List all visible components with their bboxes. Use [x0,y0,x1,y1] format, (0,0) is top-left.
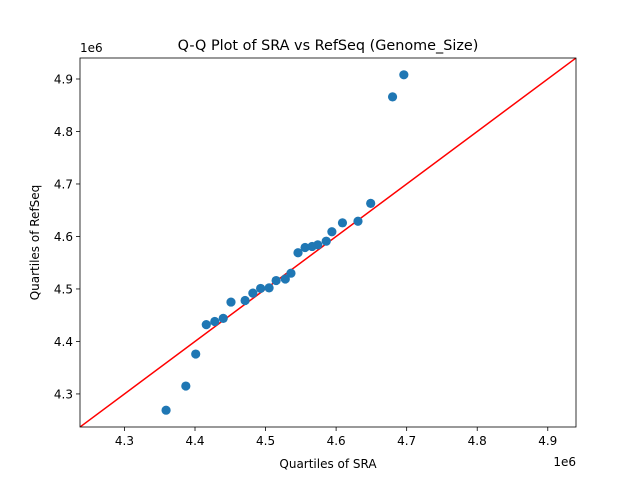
data-point-3 [191,349,201,359]
data-point-12 [271,275,281,286]
data-point-24 [387,92,398,102]
y-axis-offset-label: 1e6 [80,41,103,55]
data-point-18 [313,240,323,250]
data-point-8 [240,295,250,306]
y-tick-label: 4.6 [54,230,73,244]
data-point-22 [353,216,363,226]
data-points [161,70,409,415]
data-point-20 [327,227,337,237]
chart-title: Q-Q Plot of SRA vs RefSeq (Genome_Size) [178,38,479,54]
x-tick-label: 4.9 [538,434,557,448]
x-axis-label: Quartiles of SRA [279,457,377,471]
data-point-11 [264,283,274,293]
data-point-1 [161,405,171,415]
data-point-9 [248,288,258,298]
y-axis-label: Quartiles of RefSeq [28,185,42,301]
y-tick-label: 4.5 [54,282,73,296]
y-tick-label: 4.7 [54,177,73,191]
x-tick-label: 4.3 [115,434,134,448]
data-point-19 [321,236,331,246]
x-tick-label: 4.7 [397,434,416,448]
data-point-16 [300,242,310,253]
data-point-23 [366,198,376,208]
data-point-5 [210,316,220,327]
x-tick-label: 4.5 [256,434,275,448]
y-tick-label: 4.3 [54,387,73,401]
x-tick-label: 4.4 [185,434,204,448]
data-point-7 [226,297,236,307]
x-tick-label: 4.6 [327,434,346,448]
y-tick-label: 4.9 [54,72,73,86]
y-tick-label: 4.8 [54,125,73,139]
x-tick-label: 4.8 [468,434,487,448]
data-point-25 [399,70,409,80]
data-point-21 [337,218,348,228]
data-point-2 [181,381,191,391]
y-axis-ticks: 4.3 4.4 4.5 4.6 4.7 4.8 4.9 [54,72,80,401]
x-axis-offset-label: 1e6 [553,455,576,469]
data-point-4 [201,320,211,330]
data-point-13 [280,274,290,284]
plot-frame [79,57,577,428]
y-tick-label: 4.4 [54,335,73,349]
data-point-15 [293,248,303,258]
data-point-14 [286,268,296,278]
data-point-6 [218,313,228,323]
x-axis-ticks: 4.3 4.4 4.5 4.6 4.7 4.8 4.9 [115,427,557,448]
data-point-10 [256,283,266,294]
